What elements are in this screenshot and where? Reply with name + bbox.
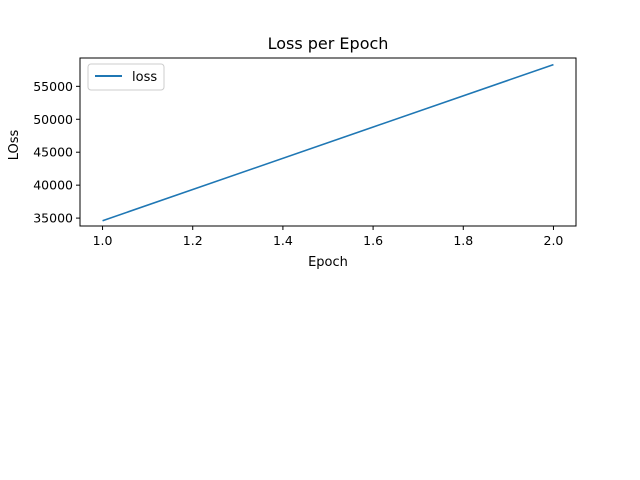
x-axis-label: Epoch [308,255,348,270]
y-axis-label: LOss [7,129,22,160]
y-tick-label: 35000 [33,211,73,226]
x-tick-label: 1.6 [363,233,383,248]
series-line-loss [102,63,554,222]
x-tick-label: 1.4 [273,233,293,248]
x-tick-label: 2.0 [544,233,564,248]
chart-title: Loss per Epoch [268,34,389,53]
x-tick-label: 1.2 [183,233,203,248]
y-tick-label: 55000 [33,79,73,94]
legend: loss [87,63,165,91]
y-tick-label: 50000 [33,112,73,127]
legend-label: loss [132,70,157,85]
plot-area: 1.0 1.2 1.4 1.6 1.8 2.0 35000 40000 45000 50000 55… [33,57,577,248]
plot-frame [79,57,577,227]
x-tick-label: 1.0 [93,233,113,248]
legend-box [87,63,165,91]
x-tick-label: 1.8 [453,233,473,248]
y-tick-label: 45000 [33,145,73,160]
y-tick-label: 40000 [33,178,73,193]
